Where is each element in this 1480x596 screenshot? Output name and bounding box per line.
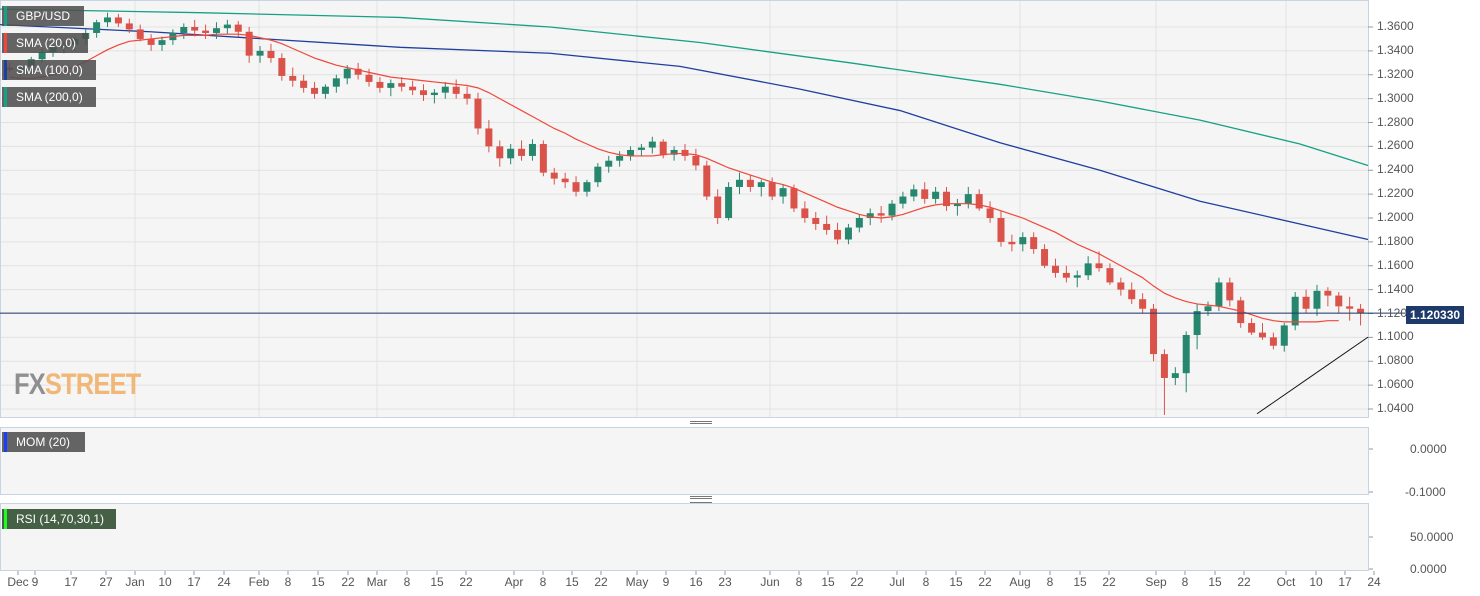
logo-fx: FX (14, 368, 46, 401)
legend-label: SMA (20,0) (16, 36, 77, 50)
price-axis-label: 1.2800 (1377, 114, 1414, 129)
time-axis-label: 9 (662, 575, 670, 589)
time-axis-label: 8 (539, 575, 547, 589)
price-axis-label: 1.1800 (1377, 233, 1414, 248)
price-axis-label: 1.1400 (1377, 281, 1414, 296)
price-axis-label: 1.3000 (1377, 90, 1414, 105)
price-panel[interactable] (0, 0, 1369, 418)
time-axis-label: 15 (311, 575, 325, 589)
time-axis-label: 16 (689, 575, 703, 589)
price-axis-label: 1.1600 (1377, 257, 1414, 272)
time-axis-label: Feb (248, 575, 270, 589)
rsi-axis-0: 0.0000 (1410, 562, 1447, 576)
price-axis-label: 1.3400 (1377, 42, 1414, 57)
panel-resize-handle-rsi[interactable] (690, 496, 712, 503)
time-axis-label: 23 (718, 575, 732, 589)
time-axis-label: 8 (922, 575, 930, 589)
rsi-panel[interactable] (0, 503, 1369, 571)
price-axis-label: 1.0600 (1377, 377, 1414, 392)
time-axis-label: Mar (366, 575, 388, 589)
time-axis-label: 10 (158, 575, 172, 589)
time-axis-label: Sep (1145, 575, 1167, 589)
legend-color-swatch (4, 87, 7, 107)
legend-color-swatch (4, 509, 7, 529)
legend-color-swatch (4, 60, 7, 80)
time-axis-label: Jun (760, 575, 780, 589)
time-axis-label: Aug (1009, 575, 1031, 589)
logo-street: STREET (44, 368, 141, 401)
price-axis-label: 1.2400 (1377, 162, 1414, 177)
rsi-axis-50: 50.0000 (1410, 530, 1454, 544)
price-axis-label: 1.3600 (1377, 19, 1414, 33)
price-axis-label: 1.1200 (1377, 305, 1414, 320)
legend-color-swatch (4, 6, 7, 26)
time-axis-label: 8 (1046, 575, 1054, 589)
price-axis-label: 1.2200 (1377, 186, 1414, 201)
time-axis-label: 8 (795, 575, 803, 589)
time-axis-label: 22 (850, 575, 864, 589)
time-axis-label: 10 (1309, 575, 1323, 589)
price-axis-label: 1.2600 (1377, 138, 1414, 153)
time-axis-label: 17 (187, 575, 201, 589)
current-price-tag: 1.120330 (1406, 306, 1465, 324)
time-axis-label: 24 (1367, 575, 1381, 589)
fxstreet-logo: FXSTREET (14, 368, 141, 402)
time-axis-label: 24 (217, 575, 231, 589)
time-axis-label: 27 (99, 575, 113, 589)
time-axis-label: 22 (1102, 575, 1116, 589)
mom-axis-neg: -0.1000 (1405, 485, 1446, 499)
time-axis-label: Jan (125, 575, 145, 589)
mom-axis-zero: 0.0000 (1410, 442, 1447, 456)
time-axis-label: 15 (821, 575, 835, 589)
mom-panel[interactable] (0, 427, 1369, 495)
time-axis-label: 17 (64, 575, 78, 589)
time-axis-label: Apr (504, 575, 524, 589)
time-axis-label: 8 (284, 575, 292, 589)
legend-mom[interactable]: MOM (20) (2, 432, 85, 452)
legend-label: SMA (100,0) (16, 63, 83, 77)
time-axis-label: May (625, 575, 649, 589)
time-axis-label: Dec (7, 575, 29, 589)
legend-sma100[interactable]: SMA (100,0) (2, 60, 96, 80)
time-axis-label: Oct (1276, 575, 1296, 589)
price-axis-label: 1.0800 (1377, 353, 1414, 368)
time-axis-label: 22 (978, 575, 992, 589)
time-axis-label: 22 (1237, 575, 1251, 589)
price-axis-label: 1.2000 (1377, 210, 1414, 224)
time-axis-label: 15 (1208, 575, 1222, 589)
time-axis-label: 9 (31, 575, 39, 589)
time-axis-label: 15 (565, 575, 579, 589)
legend-label: SMA (200,0) (16, 90, 83, 104)
legend-label: GBP/USD (16, 9, 71, 23)
price-axis-label: 1.3200 (1377, 66, 1414, 81)
legend-color-swatch (4, 33, 7, 53)
time-axis-label: 17 (1338, 575, 1352, 589)
time-axis-label: 22 (459, 575, 473, 589)
price-axis-label: 1.1000 (1377, 329, 1414, 344)
price-axis-label: 1.0400 (1377, 401, 1414, 415)
time-axis-label: 15 (1073, 575, 1087, 589)
legend-label: RSI (14,70,30,1) (16, 512, 105, 526)
time-axis-label: Jul (889, 575, 905, 589)
legend-label: MOM (20) (16, 435, 70, 449)
legend-sma20[interactable]: SMA (20,0) (2, 33, 88, 53)
time-axis-label: 8 (1181, 575, 1189, 589)
time-axis-label: 15 (430, 575, 444, 589)
time-axis-label: 22 (594, 575, 608, 589)
legend-color-swatch (4, 432, 7, 452)
time-axis-label: 22 (341, 575, 355, 589)
legend-gbpusd[interactable]: GBP/USD (2, 6, 84, 26)
time-axis-label: 15 (949, 575, 963, 589)
legend-sma200[interactable]: SMA (200,0) (2, 87, 96, 107)
legend-rsi[interactable]: RSI (14,70,30,1) (2, 509, 116, 529)
time-axis-label: 8 (403, 575, 411, 589)
